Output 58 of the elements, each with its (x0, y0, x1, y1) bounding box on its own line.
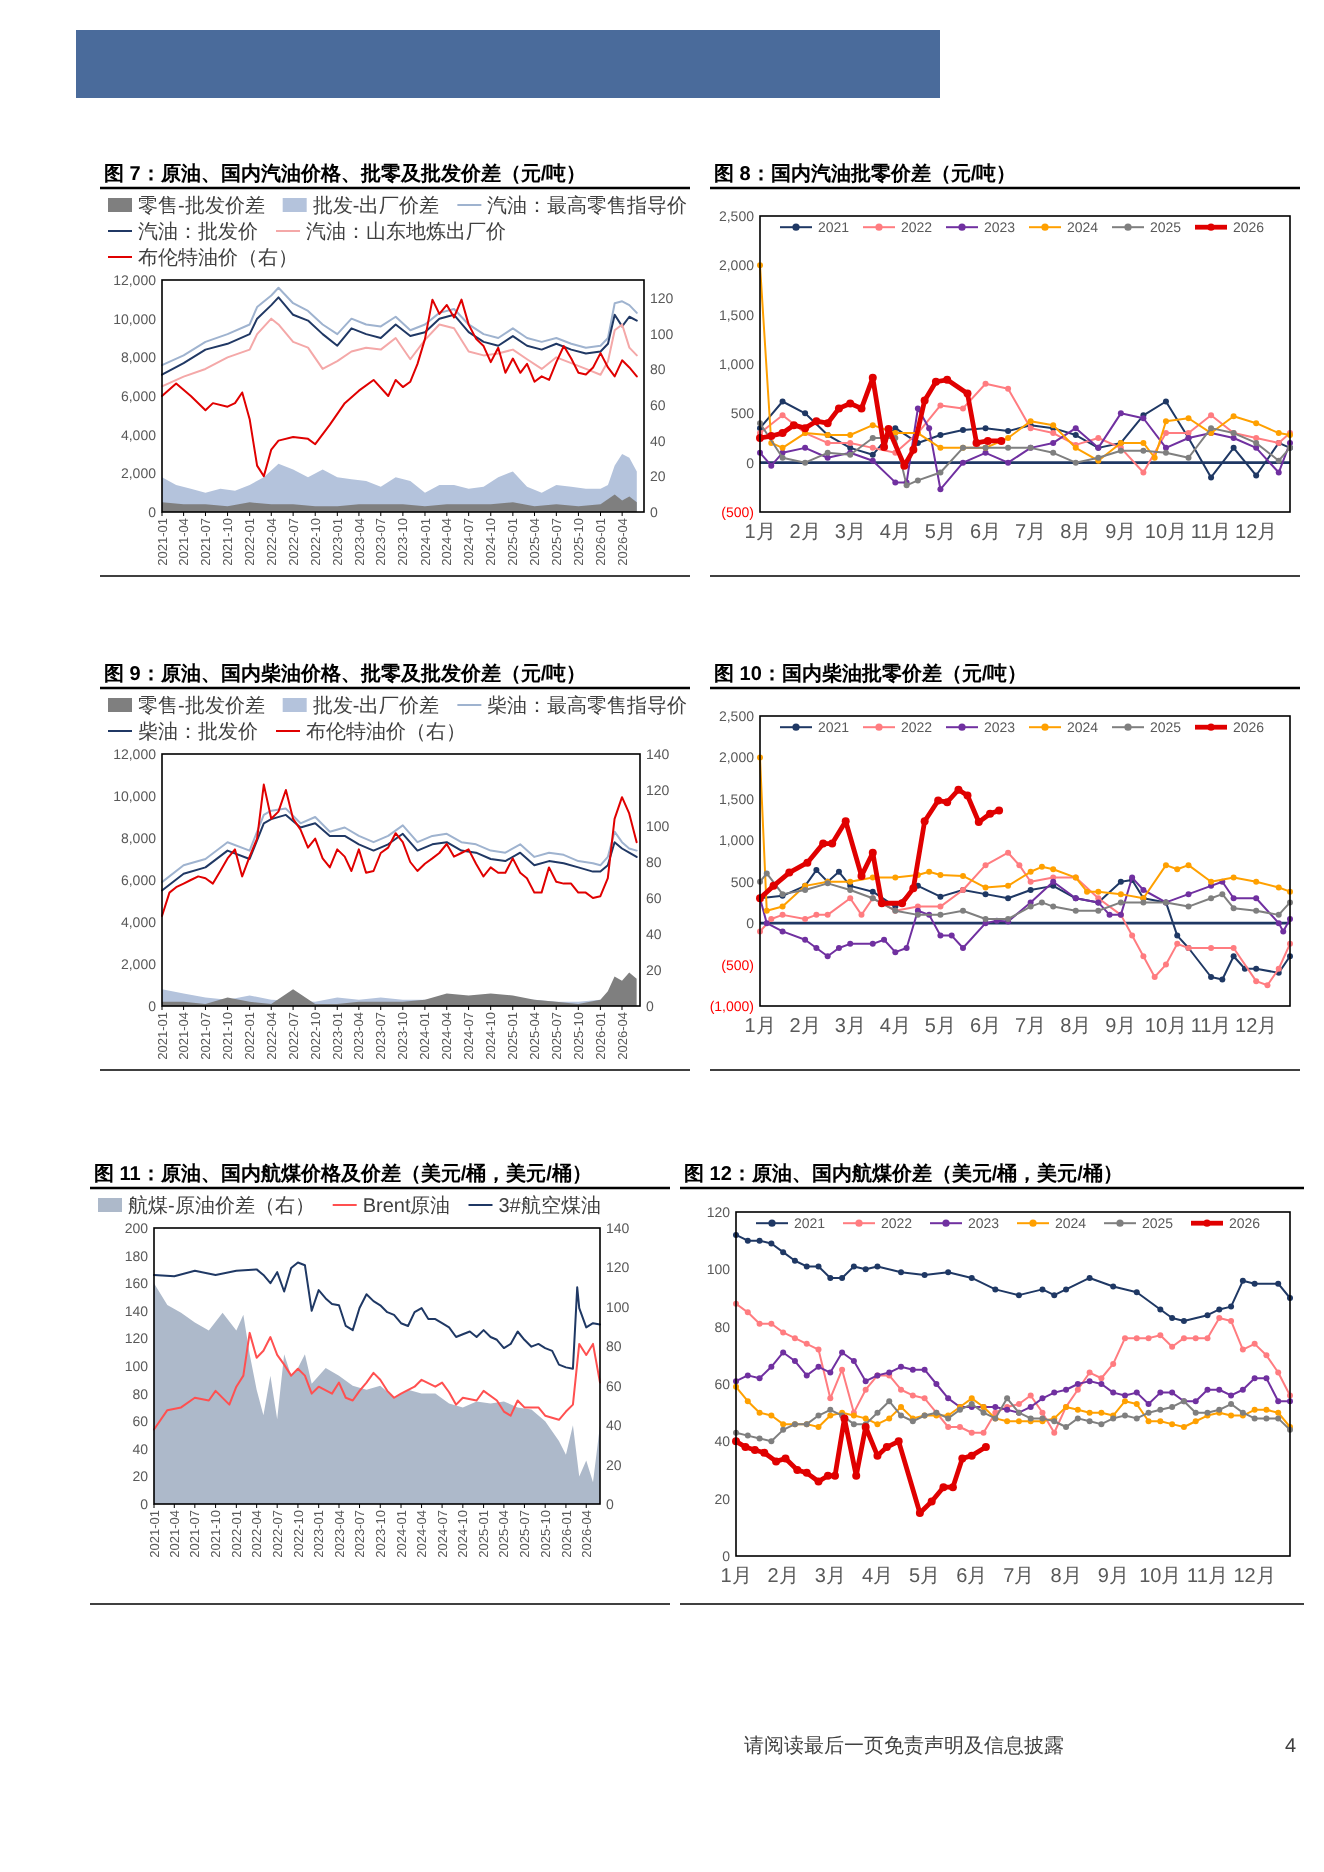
legend-label: 柴油：批发价 (138, 720, 258, 744)
x-tick-label: 12月 (1235, 522, 1278, 544)
legend-label: 批发-出厂价差 (312, 694, 440, 718)
title: 图 8：国内汽油批零价差（元/吨） (714, 164, 1017, 186)
x-tick-label: 12月 (1235, 1016, 1278, 1038)
legend-label: 布伦特油价（右） (306, 720, 466, 744)
x-tick-label: 3月 (834, 1016, 866, 1038)
x-tick-label: 4月 (861, 1566, 894, 1588)
legend-label: 汽油：批发价 (138, 220, 258, 244)
title: 图 11：原油、国内航煤价格及价差（美元/桶，美元/桶） (94, 1164, 592, 1186)
legend-label: 零售-批发价差 (138, 194, 265, 218)
legend-label: 批发-出厂价差 (312, 194, 440, 218)
title: 图 9：原油、国内柴油价格、批零及批发价差（元/吨） (104, 664, 587, 686)
x-tick-label: 9月 (1105, 522, 1137, 544)
x-tick-label: 5月 (909, 1566, 941, 1588)
x-tick-label: 9月 (1105, 1016, 1137, 1038)
legend-label: 航煤-原油价差（右） (128, 1194, 315, 1218)
x-tick-label: 6月 (956, 1566, 988, 1588)
x-tick-label: 7月 (1015, 1016, 1047, 1038)
x-tick-label: 7月 (1015, 522, 1047, 544)
x-tick-label: 11月 (1190, 1016, 1232, 1038)
legend-label: Brent原油 (362, 1194, 451, 1218)
x-tick-label: 10月 (1144, 522, 1188, 544)
x-tick-label: 3月 (814, 1566, 846, 1588)
x-tick-label: 5月 (924, 1016, 956, 1038)
x-tick-label: 2月 (767, 1566, 799, 1588)
x-tick-label: 4月 (879, 522, 911, 544)
legend-label: 柴油：最高零售指导价 (487, 694, 688, 718)
x-tick-label: 5月 (924, 522, 956, 544)
x-tick-label: 4月 (879, 1016, 911, 1038)
title: 图 7：原油、国内汽油价格、批零及批发价差（元/吨） (104, 164, 587, 186)
legend-label: 汽油：最高零售指导价 (487, 194, 688, 218)
legend-label: 布伦特油价（右） (138, 246, 298, 270)
x-tick-label: 8月 (1060, 522, 1092, 544)
legend-label: 3#航空煤油 (498, 1194, 601, 1218)
x-tick-label: 9月 (1097, 1566, 1129, 1588)
legend-label: 零售-批发价差 (138, 694, 265, 718)
x-tick-label: 1月 (744, 522, 776, 544)
x-tick-label: 7月 (1003, 1566, 1035, 1588)
title: 图 12：原油、国内航煤价差（美元/桶，美元/桶） (684, 1164, 1123, 1186)
annotation: 4 (1284, 1736, 1296, 1758)
x-tick-label: 2月 (789, 522, 821, 544)
x-tick-label: 10月 (1144, 1016, 1188, 1038)
x-tick-label: 11月 (1190, 522, 1232, 544)
legend-label: 汽油：山东地炼出厂价 (306, 220, 506, 244)
x-tick-label: 6月 (969, 1016, 1002, 1038)
x-tick-label: 12月 (1233, 1566, 1276, 1588)
x-tick-label: 11月 (1187, 1566, 1228, 1588)
x-tick-label: 8月 (1050, 1566, 1082, 1588)
x-tick-label: 6月 (969, 522, 1002, 544)
x-tick-label: 2月 (789, 1016, 821, 1038)
x-tick-label: 10月 (1139, 1566, 1182, 1588)
x-tick-label: 8月 (1060, 1016, 1092, 1038)
annotation: 请阅读最后一页免责声明及信息披露 (744, 1736, 1064, 1758)
x-tick-label: 1月 (720, 1566, 752, 1588)
title: 图 10：国内柴油批零价差（元/吨） (714, 664, 1028, 686)
x-tick-label: 1月 (744, 1016, 776, 1038)
x-tick-label: 3月 (834, 522, 866, 544)
